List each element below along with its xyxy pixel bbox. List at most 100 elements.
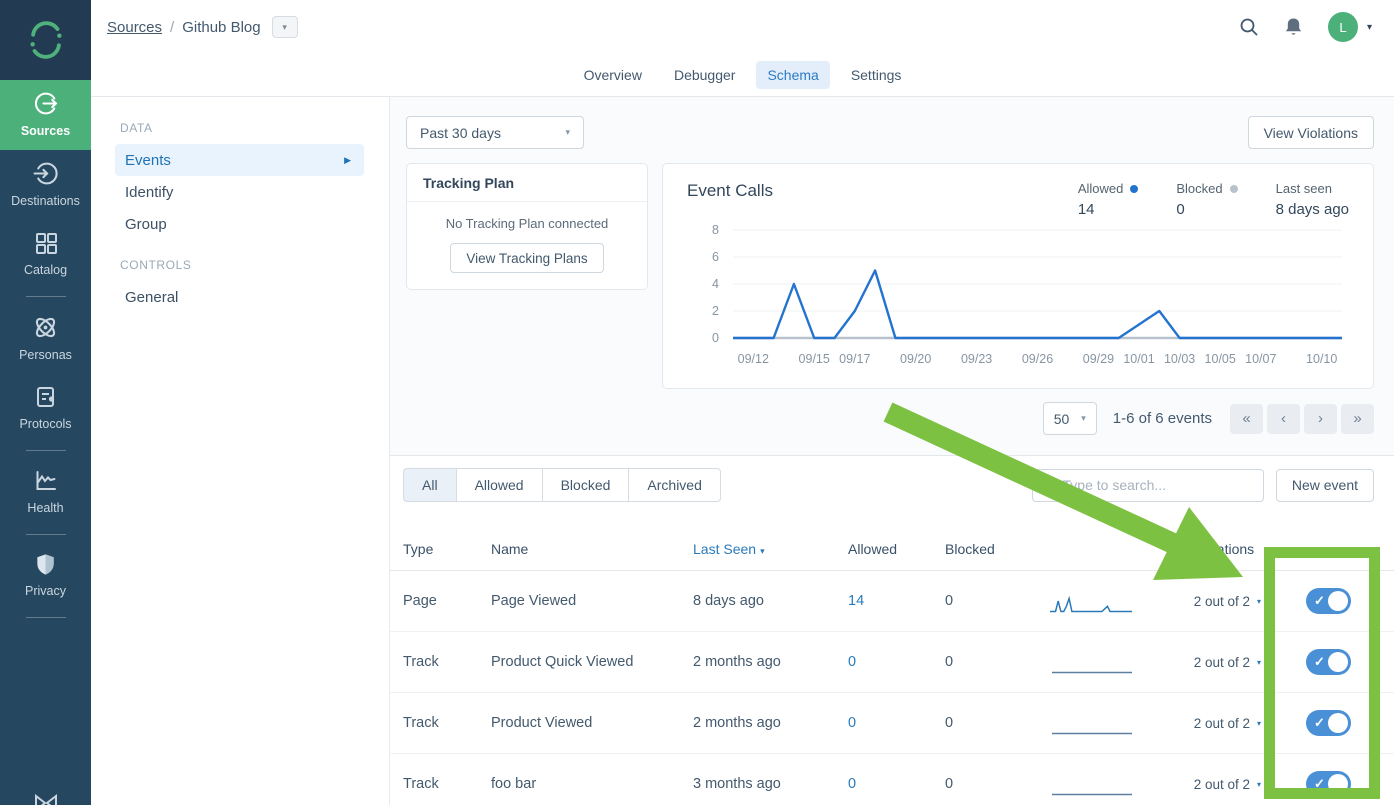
sidebar-item-engage-partial[interactable] bbox=[0, 794, 91, 805]
summary-cards: Tracking Plan No Tracking Plan connected… bbox=[406, 163, 1374, 389]
integrations-dropdown[interactable]: 2 out of 2 ▾ bbox=[1193, 715, 1261, 731]
toggle-knob bbox=[1328, 652, 1348, 672]
last-page-button[interactable]: » bbox=[1341, 403, 1374, 434]
integrations-dropdown[interactable]: 2 out of 2 ▾ bbox=[1193, 776, 1261, 792]
legend-blocked-value: 0 bbox=[1176, 201, 1185, 218]
event-name: Product Viewed bbox=[491, 715, 593, 731]
subnav-item-events[interactable]: Events ▶ bbox=[115, 144, 364, 176]
caret-down-icon: ▾ bbox=[282, 21, 287, 32]
allowed-count-link[interactable]: 14 bbox=[848, 593, 865, 609]
table-row[interactable]: Page Page Viewed 8 days ago 14 0 2 out o… bbox=[390, 571, 1394, 632]
integrations-dropdown[interactable]: 2 out of 2 ▾ bbox=[1193, 593, 1261, 609]
page-size-select[interactable]: 50 ▾ bbox=[1042, 402, 1097, 435]
subnav-item-label: General bbox=[125, 288, 179, 306]
svg-text:09/29: 09/29 bbox=[1083, 352, 1114, 366]
integrations-dropdown[interactable]: 2 out of 2 ▾ bbox=[1193, 654, 1261, 670]
col-blocked: Blocked bbox=[945, 541, 995, 557]
next-page-button[interactable]: › bbox=[1304, 403, 1337, 434]
catalog-icon bbox=[33, 230, 59, 256]
destinations-icon bbox=[32, 160, 59, 187]
sidebar-item-privacy[interactable]: Privacy bbox=[0, 542, 91, 610]
sidebar-item-destinations[interactable]: Destinations bbox=[0, 150, 91, 220]
event-enabled-toggle[interactable]: ✓ bbox=[1306, 710, 1351, 736]
tab-settings[interactable]: Settings bbox=[840, 61, 913, 89]
bell-icon bbox=[1285, 17, 1302, 35]
new-event-button[interactable]: New event bbox=[1275, 468, 1374, 502]
blocked-count: 0 bbox=[945, 776, 954, 792]
table-row[interactable]: Track foo bar 3 months ago 0 0 2 out of … bbox=[390, 754, 1394, 805]
subnav-heading-controls: CONTROLS bbox=[120, 258, 192, 272]
filter-tab-archived[interactable]: Archived bbox=[629, 468, 721, 502]
segment-logo[interactable] bbox=[0, 0, 91, 80]
sidebar: Sources Destinations Catalog Personas bbox=[0, 0, 91, 805]
schema-subnav: DATA Events ▶ Identify Group CONTROLS Ge… bbox=[91, 97, 390, 805]
subnav-item-identify[interactable]: Identify bbox=[115, 176, 364, 208]
sidebar-item-health[interactable]: Health bbox=[0, 458, 91, 527]
allowed-count-link[interactable]: 0 bbox=[848, 776, 857, 792]
sidebar-item-personas[interactable]: Personas bbox=[0, 304, 91, 374]
event-last-seen: 2 months ago bbox=[693, 715, 781, 731]
subnav-item-label: Events bbox=[125, 151, 171, 169]
table-row[interactable]: Track Product Quick Viewed 2 months ago … bbox=[390, 632, 1394, 693]
svg-text:0: 0 bbox=[712, 331, 719, 345]
search-input[interactable] bbox=[1062, 477, 1253, 493]
event-enabled-toggle[interactable]: ✓ bbox=[1306, 771, 1351, 797]
sidebar-item-catalog[interactable]: Catalog bbox=[0, 220, 91, 289]
search-button[interactable] bbox=[1239, 17, 1259, 37]
view-tracking-plans-button[interactable]: View Tracking Plans bbox=[450, 243, 604, 273]
first-page-button[interactable]: « bbox=[1230, 403, 1263, 434]
tab-schema[interactable]: Schema bbox=[756, 61, 830, 89]
engage-icon bbox=[34, 794, 57, 805]
subnav-item-general[interactable]: General bbox=[115, 281, 364, 313]
filter-tab-all[interactable]: All bbox=[403, 468, 457, 502]
legend-allowed-value: 14 bbox=[1077, 201, 1095, 218]
page-size-value: 50 bbox=[1053, 410, 1070, 427]
check-icon: ✓ bbox=[1314, 776, 1325, 791]
segment-logo-icon bbox=[29, 21, 62, 59]
svg-text:10/01: 10/01 bbox=[1123, 352, 1154, 366]
user-menu[interactable]: L ▾ bbox=[1327, 12, 1372, 42]
double-chevron-right-icon: » bbox=[1353, 410, 1362, 427]
sidebar-item-sources[interactable]: Sources bbox=[0, 80, 91, 150]
event-calls-chart: 0 2 4 6 8 09/12 09/15 09/17 09/20 09/23 09/26 09/29… bbox=[712, 223, 1342, 366]
check-icon: ✓ bbox=[1314, 654, 1325, 669]
sidebar-item-label: Protocols bbox=[19, 417, 72, 431]
privacy-icon bbox=[33, 552, 58, 577]
sidebar-divider bbox=[25, 450, 66, 451]
toolbar: Past 30 days ▾ View Violations bbox=[390, 97, 1394, 149]
blocked-dot-icon bbox=[1229, 184, 1238, 193]
tab-overview[interactable]: Overview bbox=[573, 61, 653, 89]
sidebar-item-label: Privacy bbox=[25, 584, 66, 598]
tracking-plan-body: No Tracking Plan connected View Tracking… bbox=[407, 202, 647, 289]
pagination: 50 ▾ 1-6 of 6 events « ‹ › » bbox=[390, 402, 1374, 435]
event-enabled-toggle[interactable]: ✓ bbox=[1306, 649, 1351, 675]
allowed-count-link[interactable]: 0 bbox=[848, 715, 857, 731]
caret-down-icon: ▾ bbox=[1256, 657, 1261, 667]
notifications-button[interactable] bbox=[1284, 17, 1303, 38]
pagination-summary: 1-6 of 6 events bbox=[1112, 410, 1212, 427]
filter-tab-allowed[interactable]: Allowed bbox=[456, 468, 543, 502]
event-enabled-toggle[interactable]: ✓ bbox=[1306, 588, 1351, 614]
tab-debugger[interactable]: Debugger bbox=[663, 61, 747, 89]
source-switcher-button[interactable]: ▾ bbox=[271, 16, 298, 38]
table-filter-row: All Allowed Blocked Archived New event bbox=[390, 456, 1394, 514]
avatar: L bbox=[1327, 12, 1358, 42]
breadcrumb-sources-link[interactable]: Sources bbox=[107, 18, 163, 36]
subnav-item-group[interactable]: Group bbox=[115, 208, 364, 240]
col-name: Name bbox=[491, 541, 529, 557]
sidebar-item-label: Sources bbox=[20, 124, 71, 138]
status-filter: All Allowed Blocked Archived bbox=[403, 468, 721, 502]
view-violations-button[interactable]: View Violations bbox=[1247, 116, 1374, 149]
time-range-select[interactable]: Past 30 days ▾ bbox=[406, 116, 584, 149]
allowed-count-link[interactable]: 0 bbox=[848, 654, 857, 670]
legend-last-seen-label: Last seen bbox=[1275, 181, 1332, 196]
col-last-seen-sort[interactable]: Last Seen ▾ bbox=[693, 541, 765, 557]
filter-tab-blocked[interactable]: Blocked bbox=[542, 468, 630, 502]
prev-page-button[interactable]: ‹ bbox=[1267, 403, 1300, 434]
table-row[interactable]: Track Product Viewed 2 months ago 0 0 2 … bbox=[390, 693, 1394, 754]
caret-down-icon: ▾ bbox=[1256, 779, 1261, 789]
sidebar-item-protocols[interactable]: Protocols bbox=[0, 374, 91, 443]
svg-text:6: 6 bbox=[712, 250, 719, 264]
main: Sources / Github Blog ▾ L ▾ Overview Deb… bbox=[91, 0, 1394, 805]
